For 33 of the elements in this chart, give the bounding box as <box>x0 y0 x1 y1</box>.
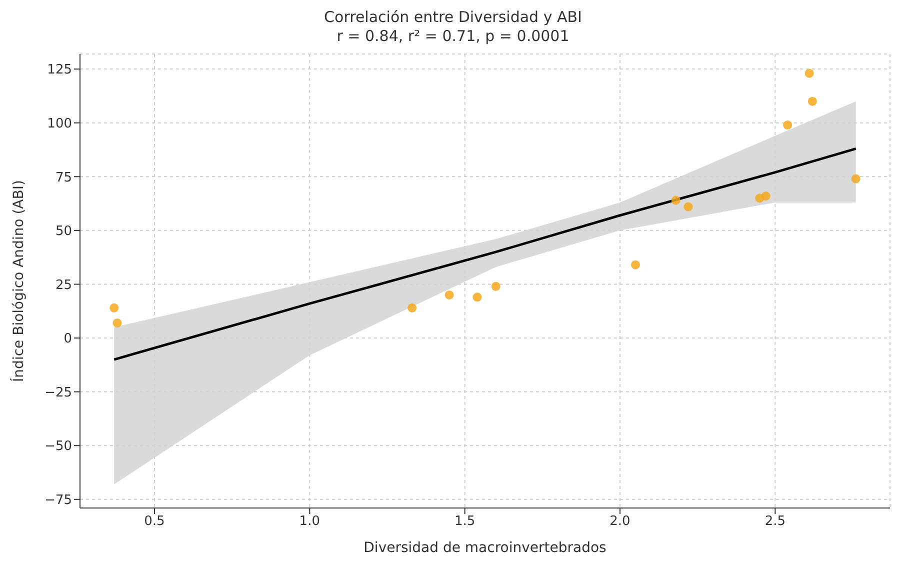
x-tick-label: 2.5 <box>764 514 786 530</box>
point <box>808 96 817 106</box>
y-tick-label: −25 <box>44 385 72 400</box>
point <box>684 202 693 212</box>
chart-title: Correlación entre Diversidad y ABI <box>323 8 583 27</box>
point <box>444 290 454 300</box>
y-tick-label: 125 <box>47 62 72 78</box>
y-tick-label: 100 <box>47 116 72 132</box>
point <box>783 120 792 130</box>
y-tick-label: 0 <box>64 332 72 347</box>
point <box>631 260 640 270</box>
x-tick-label: 1.5 <box>454 514 476 530</box>
chart-subtitle: r = 0.84, r² = 0.71, p = 0.0001 <box>336 27 570 46</box>
point <box>491 282 500 291</box>
point <box>472 292 482 302</box>
point <box>408 303 417 312</box>
y-tick-label: −75 <box>44 493 72 508</box>
point <box>761 192 770 201</box>
y-axis-title: Índice Biológico Andino (ABI) <box>10 180 27 382</box>
y-tick-label: 75 <box>55 170 72 186</box>
x-axis-title: Diversidad de macroinvertebrados <box>364 540 606 556</box>
x-tick-label: 1.0 <box>299 514 320 530</box>
y-tick-label: −50 <box>44 439 72 454</box>
point <box>110 303 119 312</box>
y-tick-label: 50 <box>55 224 72 240</box>
x-tick-label: 0.5 <box>144 514 165 530</box>
point <box>804 68 814 78</box>
point <box>851 174 860 184</box>
y-tick-label: 25 <box>55 278 72 293</box>
x-tick-label: 2.0 <box>610 514 630 530</box>
point <box>112 318 122 328</box>
line-series <box>112 147 858 361</box>
point <box>671 196 680 205</box>
